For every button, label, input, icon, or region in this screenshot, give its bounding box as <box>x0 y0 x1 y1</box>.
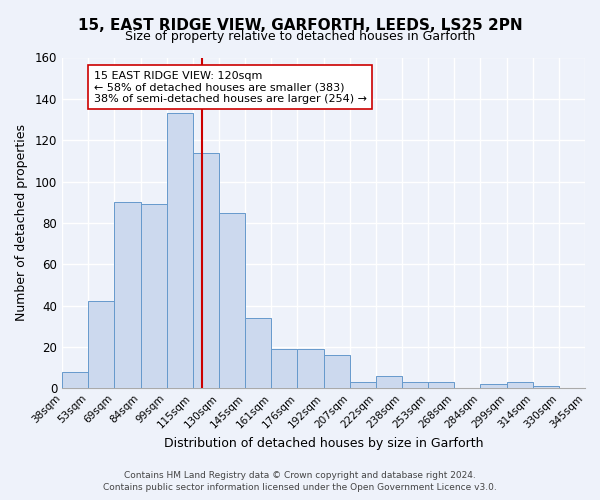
Bar <box>193 152 219 388</box>
Bar <box>62 372 88 388</box>
Bar <box>140 204 167 388</box>
Bar <box>481 384 506 388</box>
Bar <box>428 382 454 388</box>
Bar <box>298 349 323 389</box>
Bar <box>88 302 115 388</box>
Text: 15 EAST RIDGE VIEW: 120sqm
← 58% of detached houses are smaller (383)
38% of sem: 15 EAST RIDGE VIEW: 120sqm ← 58% of deta… <box>94 70 367 104</box>
Bar <box>323 356 350 388</box>
Bar <box>376 376 402 388</box>
Text: 15, EAST RIDGE VIEW, GARFORTH, LEEDS, LS25 2PN: 15, EAST RIDGE VIEW, GARFORTH, LEEDS, LS… <box>77 18 523 32</box>
Bar <box>402 382 428 388</box>
Bar <box>506 382 533 388</box>
Bar <box>167 114 193 388</box>
Text: Contains HM Land Registry data © Crown copyright and database right 2024.
Contai: Contains HM Land Registry data © Crown c… <box>103 471 497 492</box>
X-axis label: Distribution of detached houses by size in Garforth: Distribution of detached houses by size … <box>164 437 484 450</box>
Bar <box>219 212 245 388</box>
Bar <box>115 202 140 388</box>
Bar <box>350 382 376 388</box>
Bar <box>533 386 559 388</box>
Bar <box>271 349 298 389</box>
Text: Size of property relative to detached houses in Garforth: Size of property relative to detached ho… <box>125 30 475 43</box>
Bar <box>245 318 271 388</box>
Y-axis label: Number of detached properties: Number of detached properties <box>15 124 28 322</box>
